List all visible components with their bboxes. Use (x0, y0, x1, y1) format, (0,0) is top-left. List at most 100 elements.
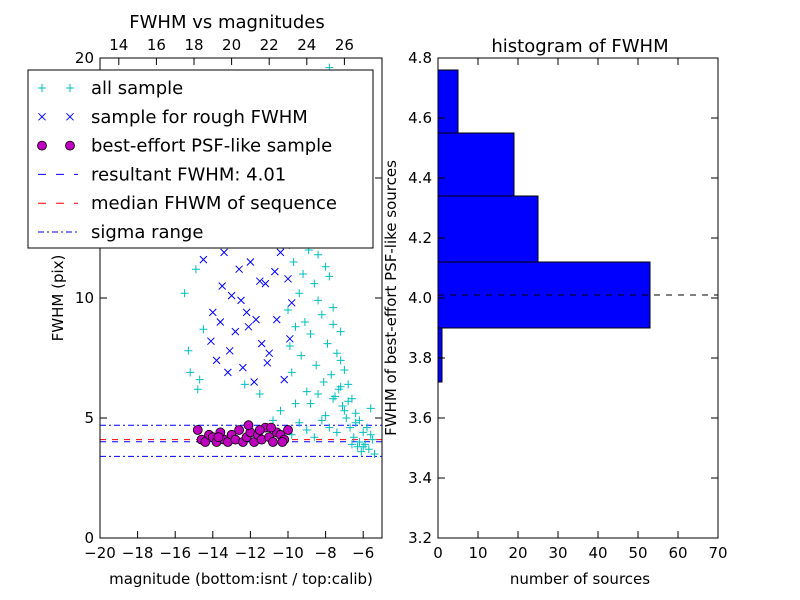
histogram-y-tick-label: 4.4 (408, 169, 432, 187)
all-sample-point (287, 368, 296, 377)
all-sample-point (184, 346, 193, 355)
histogram-title: histogram of FWHM (491, 36, 668, 57)
psf-sample-point (254, 425, 265, 435)
all-sample-point (291, 322, 300, 331)
all-sample-point (338, 402, 347, 410)
all-sample-point (344, 380, 353, 389)
rough-sample-point (242, 308, 251, 317)
legend-plus-marker (66, 84, 74, 92)
all-sample-point (346, 423, 355, 432)
all-sample-point (314, 390, 323, 398)
psf-sample-point (234, 425, 245, 435)
scatter-x-tick-label: −20 (84, 544, 116, 562)
legend-circle-marker (65, 140, 75, 151)
legend-entry: sigma range (38, 222, 203, 243)
histogram-y-tick-label: 3.6 (408, 409, 432, 427)
histogram-x-tick-label: 40 (588, 544, 607, 562)
scatter-top-tick-label: 24 (297, 36, 316, 54)
all-sample-point (255, 390, 264, 398)
all-sample-point (295, 418, 304, 427)
rough-sample-point (265, 349, 274, 358)
all-sample-point (323, 339, 332, 348)
scatter-x-axis-label: magnitude (bottom:isnt / top:calib) (109, 570, 373, 588)
all-sample-point (302, 387, 311, 396)
rough-sample-point (227, 291, 236, 300)
rough-sample-point (207, 337, 215, 346)
all-sample-point (357, 447, 366, 456)
legend-label: best-effort PSF-like sample (91, 136, 332, 157)
rough-sample-point (235, 265, 243, 274)
scatter-top-tick-label: 26 (335, 36, 354, 54)
psf-sample-point (243, 420, 254, 431)
all-sample-point (193, 385, 202, 394)
all-sample-point (314, 250, 323, 259)
all-sample-point (317, 310, 326, 319)
all-sample-point (332, 428, 341, 437)
histogram-x-tick-label: 60 (668, 544, 687, 562)
all-sample-point (329, 394, 338, 403)
all-sample-point (340, 366, 349, 374)
all-sample-point (336, 356, 345, 365)
all-sample-point (306, 399, 315, 408)
scatter-top-tick-label: 16 (147, 36, 166, 54)
rough-sample-point (244, 322, 253, 331)
rough-sample-point (252, 315, 260, 324)
all-sample-point (362, 423, 371, 432)
histogram-bar (438, 327, 443, 383)
histogram-x-tick-label: 30 (548, 544, 567, 562)
histogram-x-tick-label: 20 (508, 544, 527, 562)
rough-sample-point (263, 358, 272, 367)
all-sample-point (310, 433, 319, 442)
psf-sample-point (266, 422, 276, 433)
histogram-y-tick-label: 4.2 (408, 229, 432, 247)
scatter-top-tick-label: 18 (184, 36, 203, 54)
all-sample-point (327, 370, 336, 379)
scatter-top-tick-label: 14 (109, 36, 128, 54)
rough-sample-point (231, 327, 240, 336)
all-sample-point (336, 382, 345, 391)
legend-x-marker (38, 112, 46, 121)
all-sample-point (321, 411, 330, 420)
all-sample-point (329, 303, 338, 312)
scatter-x-tick-label: −8 (315, 544, 337, 562)
all-sample-point (368, 435, 377, 444)
histogram-y-tick-label: 4.0 (408, 289, 432, 307)
rough-sample-point (280, 375, 289, 384)
psf-sample-point (213, 432, 224, 443)
scatter-x-tick-label: −12 (235, 544, 267, 562)
scatter-top-tick-label: 20 (222, 36, 241, 54)
all-sample-point (195, 375, 204, 384)
legend-plus-marker (38, 84, 46, 92)
rough-sample-point (287, 298, 296, 307)
histogram-y-tick-label: 4.8 (408, 49, 432, 67)
all-sample-point (332, 349, 341, 358)
legend-label: median FHWM of sequence (91, 193, 337, 214)
histogram-x-tick-label: 10 (468, 544, 487, 562)
histogram-bar (438, 261, 651, 329)
histogram-bar (438, 132, 515, 197)
histogram-data (438, 69, 718, 449)
all-sample-point (370, 450, 379, 458)
psf-sample-point (268, 437, 278, 447)
all-sample-point (342, 414, 351, 422)
legend-entry: median FHWM of sequence (38, 193, 337, 214)
all-sample-point (310, 279, 319, 288)
psf-sample-point (283, 425, 293, 435)
scatter-x-tick-label: −14 (197, 544, 229, 562)
all-sample-point (295, 289, 304, 298)
rough-sample-point (223, 368, 232, 377)
rough-sample-point (250, 378, 259, 386)
rough-sample-point (212, 356, 221, 365)
all-sample-point (344, 397, 353, 406)
histogram-x-axis-label: number of sources (510, 570, 650, 588)
legend-entry: resultant FWHM: 4.01 (38, 164, 286, 185)
all-sample-point (321, 262, 330, 271)
all-sample-point (351, 418, 360, 427)
all-sample-point (359, 442, 368, 451)
rough-sample-point (218, 282, 227, 290)
all-sample-point (340, 406, 349, 415)
scatter-x-tick-label: −18 (122, 544, 154, 562)
legend-circle-marker (37, 140, 47, 151)
all-sample-point (349, 433, 358, 442)
all-sample-point (284, 306, 292, 314)
